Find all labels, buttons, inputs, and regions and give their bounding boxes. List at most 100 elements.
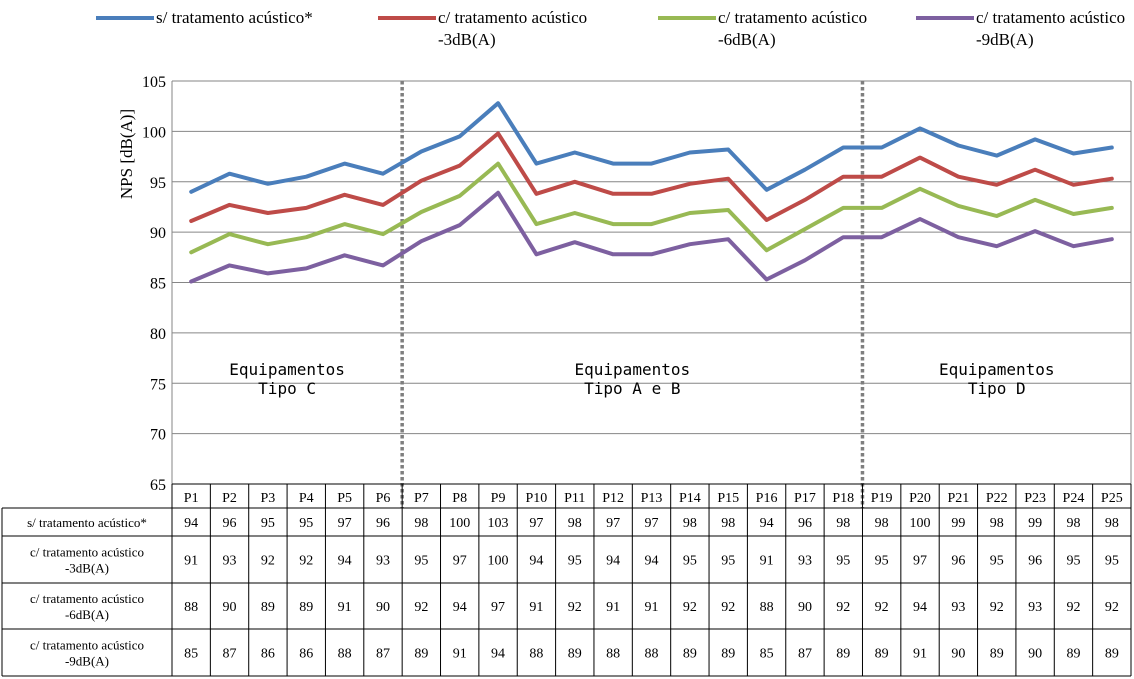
y-tick-label: 105 xyxy=(142,74,166,91)
table-cell: 97 xyxy=(453,554,467,569)
table-cell: 95 xyxy=(414,554,428,569)
table-cell: 89 xyxy=(414,647,428,662)
x-tick-label: P18 xyxy=(832,491,854,506)
x-tick-label: P12 xyxy=(602,491,624,506)
table-row-label: c/ tratamento acústico xyxy=(30,591,144,606)
table-cell: 96 xyxy=(376,516,390,531)
table-cell: 103 xyxy=(488,516,509,531)
x-tick-label: P8 xyxy=(452,491,467,506)
table-cell: 93 xyxy=(798,554,812,569)
table-cell: 88 xyxy=(606,647,620,662)
table-cell: 95 xyxy=(990,554,1004,569)
table-cell: 87 xyxy=(223,647,237,662)
table-cell: 92 xyxy=(414,600,428,615)
table-cell: 97 xyxy=(338,516,352,531)
group-annotation-line: Tipo D xyxy=(968,379,1026,398)
table-cell: 96 xyxy=(1028,554,1042,569)
x-tick-label: P21 xyxy=(947,491,969,506)
table-cell: 88 xyxy=(645,647,659,662)
table-cell: 98 xyxy=(836,516,850,531)
table-cell: 92 xyxy=(721,600,735,615)
table-cell: 92 xyxy=(990,600,1004,615)
table-cell: 95 xyxy=(721,554,735,569)
table-cell: 90 xyxy=(376,600,390,615)
table-cell: 92 xyxy=(1066,600,1080,615)
table-cell: 97 xyxy=(645,516,659,531)
x-tick-label: P9 xyxy=(491,491,506,506)
table-cell: 89 xyxy=(683,647,697,662)
table-cell: 92 xyxy=(299,554,313,569)
legend-label: c/ tratamento acústico xyxy=(718,8,867,27)
x-tick-label: P19 xyxy=(871,491,893,506)
table-cell: 87 xyxy=(798,647,812,662)
y-tick-label: 65 xyxy=(150,477,166,494)
y-axis-ticks: 65 70 75 80 85 90 95 100 105 xyxy=(142,74,166,494)
table-cell: 92 xyxy=(261,554,275,569)
x-tick-label: P22 xyxy=(986,491,1008,506)
table-cell: 89 xyxy=(568,647,582,662)
group-annotation-line: Tipo A e B xyxy=(584,379,680,398)
table-cell: 98 xyxy=(568,516,582,531)
table-cell: 94 xyxy=(453,600,467,615)
group-annotation-line: Equipamentos xyxy=(939,360,1055,379)
table-cell: 91 xyxy=(645,600,659,615)
table-cell: 95 xyxy=(299,516,313,531)
y-tick-label: 90 xyxy=(150,225,166,242)
table-cell: 98 xyxy=(990,516,1004,531)
legend-label: -9dB(A) xyxy=(976,30,1034,49)
table-cell: 98 xyxy=(1066,516,1080,531)
table-cell: 91 xyxy=(529,600,543,615)
series-line-1 xyxy=(189,101,1114,194)
table-row-label: s/ tratamento acústico* xyxy=(27,515,147,530)
x-tick-label: P6 xyxy=(376,491,391,506)
x-tick-label: P23 xyxy=(1024,491,1046,506)
table-cell: 90 xyxy=(1028,647,1042,662)
y-tick-label: 95 xyxy=(150,175,166,192)
table-row-label: c/ tratamento acústico xyxy=(30,638,144,653)
x-tick-label: P7 xyxy=(414,491,429,506)
table-cell: 95 xyxy=(1066,554,1080,569)
table-cell: 95 xyxy=(568,554,582,569)
legend: s/ tratamento acústico* c/ tratamento acú… xyxy=(96,8,1125,49)
table-cell: 95 xyxy=(1105,554,1119,569)
table-cell: 97 xyxy=(606,516,620,531)
table-cell: 86 xyxy=(261,647,275,662)
series-lines xyxy=(189,101,1114,284)
table-cell: 93 xyxy=(951,600,965,615)
legend-label: -6dB(A) xyxy=(718,30,776,49)
table-cell: 99 xyxy=(951,516,965,531)
table-cell: 94 xyxy=(913,600,927,615)
table-row-label: -6dB(A) xyxy=(65,607,109,622)
table-cell: 91 xyxy=(913,647,927,662)
x-tick-label: P11 xyxy=(564,491,585,506)
legend-label: s/ tratamento acústico* xyxy=(156,8,313,27)
table-cell: 96 xyxy=(798,516,812,531)
table-cell: 88 xyxy=(760,600,774,615)
table-cell: 92 xyxy=(875,600,889,615)
y-tick-label: 80 xyxy=(150,326,166,343)
group-annotation-line: Equipamentos xyxy=(229,360,345,379)
x-tick-label: P15 xyxy=(717,491,739,506)
table-cell: 100 xyxy=(910,516,931,531)
legend-label: c/ tratamento acústico xyxy=(976,8,1125,27)
table-cell: 95 xyxy=(261,516,275,531)
table-cell: 87 xyxy=(376,647,390,662)
table-cell: 88 xyxy=(338,647,352,662)
table-cell: 92 xyxy=(836,600,850,615)
table-cell: 97 xyxy=(529,516,543,531)
x-tick-label: P2 xyxy=(222,491,237,506)
x-tick-label: P1 xyxy=(184,491,199,506)
y-tick-label: 100 xyxy=(142,124,166,141)
table-cell: 89 xyxy=(261,600,275,615)
table-cell: 92 xyxy=(568,600,582,615)
table-row-label: c/ tratamento acústico xyxy=(30,545,144,560)
y-tick-label: 75 xyxy=(150,376,166,393)
legend-label: c/ tratamento acústico xyxy=(438,8,587,27)
table-row-label: -9dB(A) xyxy=(65,654,109,669)
table-cell: 89 xyxy=(1105,647,1119,662)
table-cell: 90 xyxy=(798,600,812,615)
x-tick-label: P10 xyxy=(526,491,548,506)
table-cell: 100 xyxy=(488,554,509,569)
